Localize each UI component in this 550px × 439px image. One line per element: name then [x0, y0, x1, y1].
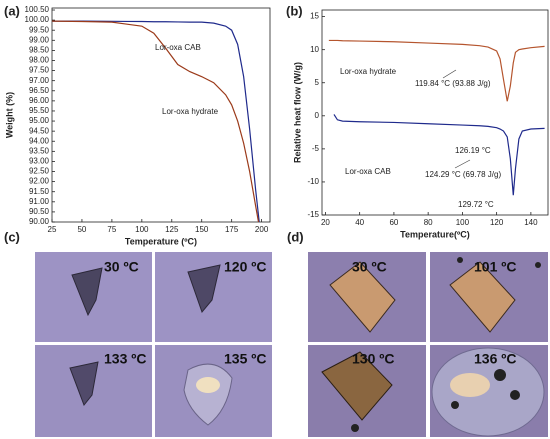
annotation: Lor-oxa hydrate — [162, 107, 219, 116]
y-tick-label: 92.50 — [29, 167, 50, 176]
y-tick-label: 90.50 — [29, 207, 50, 216]
x-tick-label: 40 — [355, 218, 364, 227]
panel-label: (a) — [4, 3, 20, 18]
annotation: Lor-oxa CAB — [155, 43, 201, 52]
y-tick-label: 99.50 — [29, 25, 50, 34]
data-line — [333, 114, 545, 196]
x-tick-label: 75 — [107, 225, 116, 234]
y-tick-label: 98.00 — [29, 56, 50, 65]
x-tick-label: 20 — [321, 218, 330, 227]
y-tick-label: -10 — [307, 177, 319, 186]
y-tick-label: 90.00 — [29, 217, 50, 226]
x-axis-title: Temperature (ºC) — [125, 236, 197, 246]
frame-label: 133 ºC — [104, 351, 146, 367]
plot-lines — [328, 39, 545, 196]
plot-lines — [52, 20, 260, 222]
frame-label: 120 ºC — [224, 259, 266, 275]
annotation: Lor-oxa CAB — [345, 167, 391, 176]
x-tick-label: 175 — [225, 225, 239, 234]
x-tick-label: 120 — [490, 218, 504, 227]
panel-label: (c) — [4, 229, 20, 244]
frame-label: 136 ºC — [474, 351, 516, 367]
annotation: 124.29 °C (69.78 J/g) — [425, 170, 501, 179]
y-tick-label: 15 — [310, 12, 319, 21]
y-tick-label: 91.50 — [29, 187, 50, 196]
y-tick-label: 97.00 — [29, 76, 50, 85]
data-line — [328, 39, 545, 102]
x-tick-label: 140 — [524, 218, 538, 227]
data-line — [52, 20, 260, 222]
y-tick-label: 96.00 — [29, 96, 50, 105]
annotation: Lor-oxa hydrate — [340, 67, 397, 76]
y-tick-label: 0 — [315, 111, 320, 120]
plot-frame — [51, 7, 271, 223]
frame-label: 101 ºC — [474, 259, 516, 275]
y-tick-label: 94.00 — [29, 136, 50, 145]
x-tick-label: 200 — [255, 225, 269, 234]
x-tick-label: 25 — [48, 225, 57, 234]
frame-label: 135 ºC — [224, 351, 266, 367]
y-tick-label: 97.50 — [29, 66, 50, 75]
plot-frame — [321, 9, 549, 216]
data-line — [52, 20, 260, 222]
y-tick-label: 95.50 — [29, 106, 50, 115]
y-tick-label: -15 — [307, 210, 319, 219]
x-tick-label: 100 — [456, 218, 470, 227]
y-tick-label: 95.00 — [29, 116, 50, 125]
x-tick-label: 50 — [77, 225, 86, 234]
y-tick-label: 98.50 — [29, 46, 50, 55]
y-tick-label: -5 — [312, 144, 320, 153]
y-tick-label: 92.00 — [29, 177, 50, 186]
panel-label: (b) — [286, 3, 303, 18]
y-tick-label: 10 — [310, 45, 319, 54]
y-tick-label: 5 — [315, 78, 320, 87]
y-tick-label: 96.50 — [29, 86, 50, 95]
x-tick-label: 125 — [165, 225, 179, 234]
y-axis-title: Relative heat flow (W/g) — [292, 62, 302, 163]
annotation: 119.84 °C (93.88 J/g) — [415, 79, 491, 88]
annotation: 129.72 °C — [458, 200, 494, 209]
x-axis-title: Temperature(ºC) — [400, 229, 470, 239]
frame-label: 30 ºC — [104, 259, 139, 275]
frame-label: 30 ºC — [352, 259, 387, 275]
x-tick-label: 100 — [135, 225, 149, 234]
x-tick-label: 60 — [389, 218, 398, 227]
y-tick-label: 99.00 — [29, 35, 50, 44]
panel-label: (d) — [287, 229, 304, 244]
y-tick-label: 91.00 — [29, 197, 50, 206]
annotation: 126.19 °C — [455, 146, 491, 155]
y-tick-label: 93.00 — [29, 157, 50, 166]
y-tick-label: 94.50 — [29, 126, 50, 135]
frame-label: 130 ºC — [352, 351, 394, 367]
annotation-arrows — [442, 69, 471, 169]
y-tick-label: 93.50 — [29, 146, 50, 155]
y-tick-label: 100.50 — [25, 5, 50, 14]
micrograph-images — [35, 252, 548, 437]
x-tick-label: 80 — [424, 218, 433, 227]
y-tick-label: 100.00 — [25, 15, 50, 24]
x-tick-label: 150 — [195, 225, 209, 234]
y-axis-title: Weight (%) — [4, 92, 14, 138]
